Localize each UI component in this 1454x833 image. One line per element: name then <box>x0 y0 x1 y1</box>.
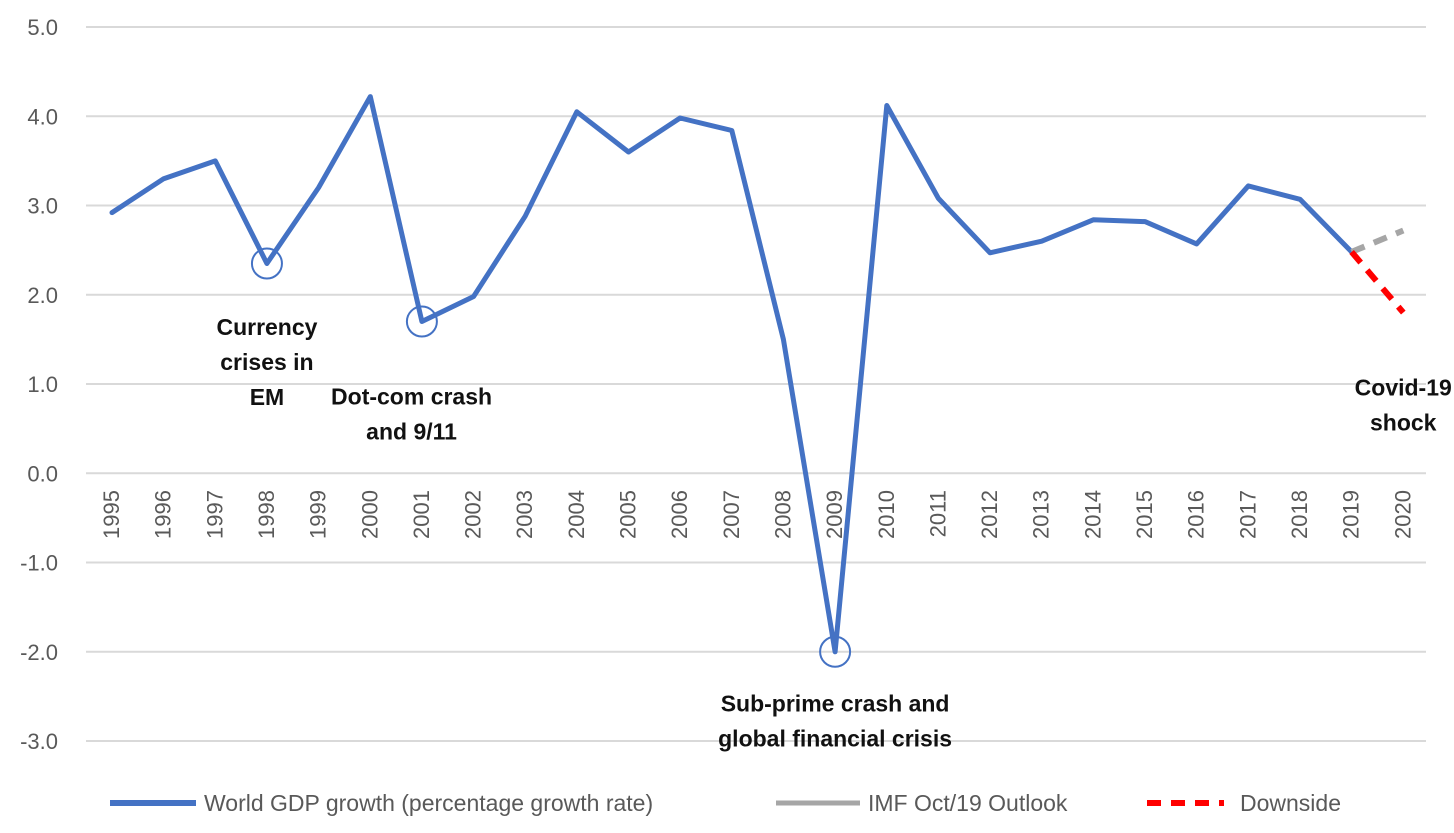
x-tick-label: 1998 <box>254 490 279 539</box>
annotation-line: crises in <box>220 349 313 375</box>
annotation-line: global financial crisis <box>718 726 952 752</box>
annotation-line: Sub-prime crash and <box>721 691 950 717</box>
y-tick-label: 1.0 <box>27 372 58 397</box>
y-tick-label: 3.0 <box>27 194 58 219</box>
annotation-subprime: Sub-prime crash and global financial cris… <box>718 691 952 752</box>
x-tick-label: 2009 <box>822 490 847 539</box>
highlight-markers <box>250 247 852 668</box>
annotation-line: EM <box>250 384 285 410</box>
annotation-line: shock <box>1370 410 1437 436</box>
annotations: Currency crises in EM Dot-com crash and 9/11… <box>216 314 1451 752</box>
x-tick-label: 1996 <box>151 490 176 539</box>
x-tick-label: 2019 <box>1339 490 1364 539</box>
x-tick-label: 2014 <box>1080 490 1105 539</box>
legend: World GDP growth (percentage growth rate… <box>110 790 1341 816</box>
x-tick-label: 2002 <box>461 490 486 539</box>
series-line-2 <box>1349 249 1406 315</box>
highlight-circle <box>819 635 852 668</box>
x-tick-label: 2004 <box>564 490 589 539</box>
x-tick-label: 2010 <box>874 490 899 539</box>
x-tick-label: 2008 <box>770 490 795 539</box>
x-tick-label: 2018 <box>1287 490 1312 539</box>
series-line-0 <box>109 94 1355 655</box>
x-tick-label: 2016 <box>1184 490 1209 539</box>
y-tick-label: 2.0 <box>27 283 58 308</box>
highlight-circle <box>405 305 438 338</box>
x-tick-label: 1999 <box>306 490 331 539</box>
x-tick-label: 2013 <box>1029 490 1054 539</box>
x-tick-label: 1995 <box>99 490 124 539</box>
legend-label-2: Downside <box>1240 790 1341 816</box>
x-tick-label: 2001 <box>409 490 434 539</box>
x-tick-label: 2017 <box>1235 490 1260 539</box>
annotation-em: Currency crises in EM <box>216 314 317 410</box>
series-line-1 <box>1350 227 1405 255</box>
x-tick-label: 2007 <box>719 490 744 539</box>
y-tick-label: -2.0 <box>20 640 58 665</box>
x-tick-label: 2011 <box>925 490 950 537</box>
highlight-circle <box>250 247 283 280</box>
series-lines <box>109 94 1406 655</box>
gridlines <box>86 26 1426 742</box>
legend-label-0: World GDP growth (percentage growth rate… <box>204 790 653 816</box>
annotation-dotcom: Dot-com crash and 9/11 <box>331 384 492 445</box>
y-tick-label: 0.0 <box>27 461 58 486</box>
annotation-line: and 9/11 <box>366 419 457 445</box>
y-tick-label: 5.0 <box>27 15 58 40</box>
x-tick-label: 2006 <box>667 490 692 539</box>
x-axis-ticks: 1995 1996 1997 1998 1999 2000 2001 2002 2003 2004… <box>99 490 1415 539</box>
annotation-line: Covid-19 <box>1355 375 1452 401</box>
y-axis-ticks: 5.0 4.0 3.0 2.0 1.0 0.0 -1.0 -2.0 -3.0 <box>20 15 58 754</box>
annotation-line: Currency <box>216 314 317 340</box>
x-tick-label: 2020 <box>1390 490 1415 539</box>
y-tick-label: 4.0 <box>27 104 58 129</box>
annotation-covid: Covid-19 shock <box>1355 375 1452 436</box>
x-tick-label: 2003 <box>512 490 537 539</box>
legend-label-1: IMF Oct/19 Outlook <box>868 790 1068 816</box>
x-tick-label: 2012 <box>977 490 1002 539</box>
y-tick-label: -3.0 <box>20 729 58 754</box>
x-tick-label: 2000 <box>357 490 382 539</box>
x-tick-label: 1997 <box>202 490 227 539</box>
x-tick-label: 2005 <box>616 490 641 539</box>
y-tick-label: -1.0 <box>20 551 58 576</box>
x-tick-label: 2015 <box>1132 490 1157 539</box>
annotation-line: Dot-com crash <box>331 384 492 410</box>
